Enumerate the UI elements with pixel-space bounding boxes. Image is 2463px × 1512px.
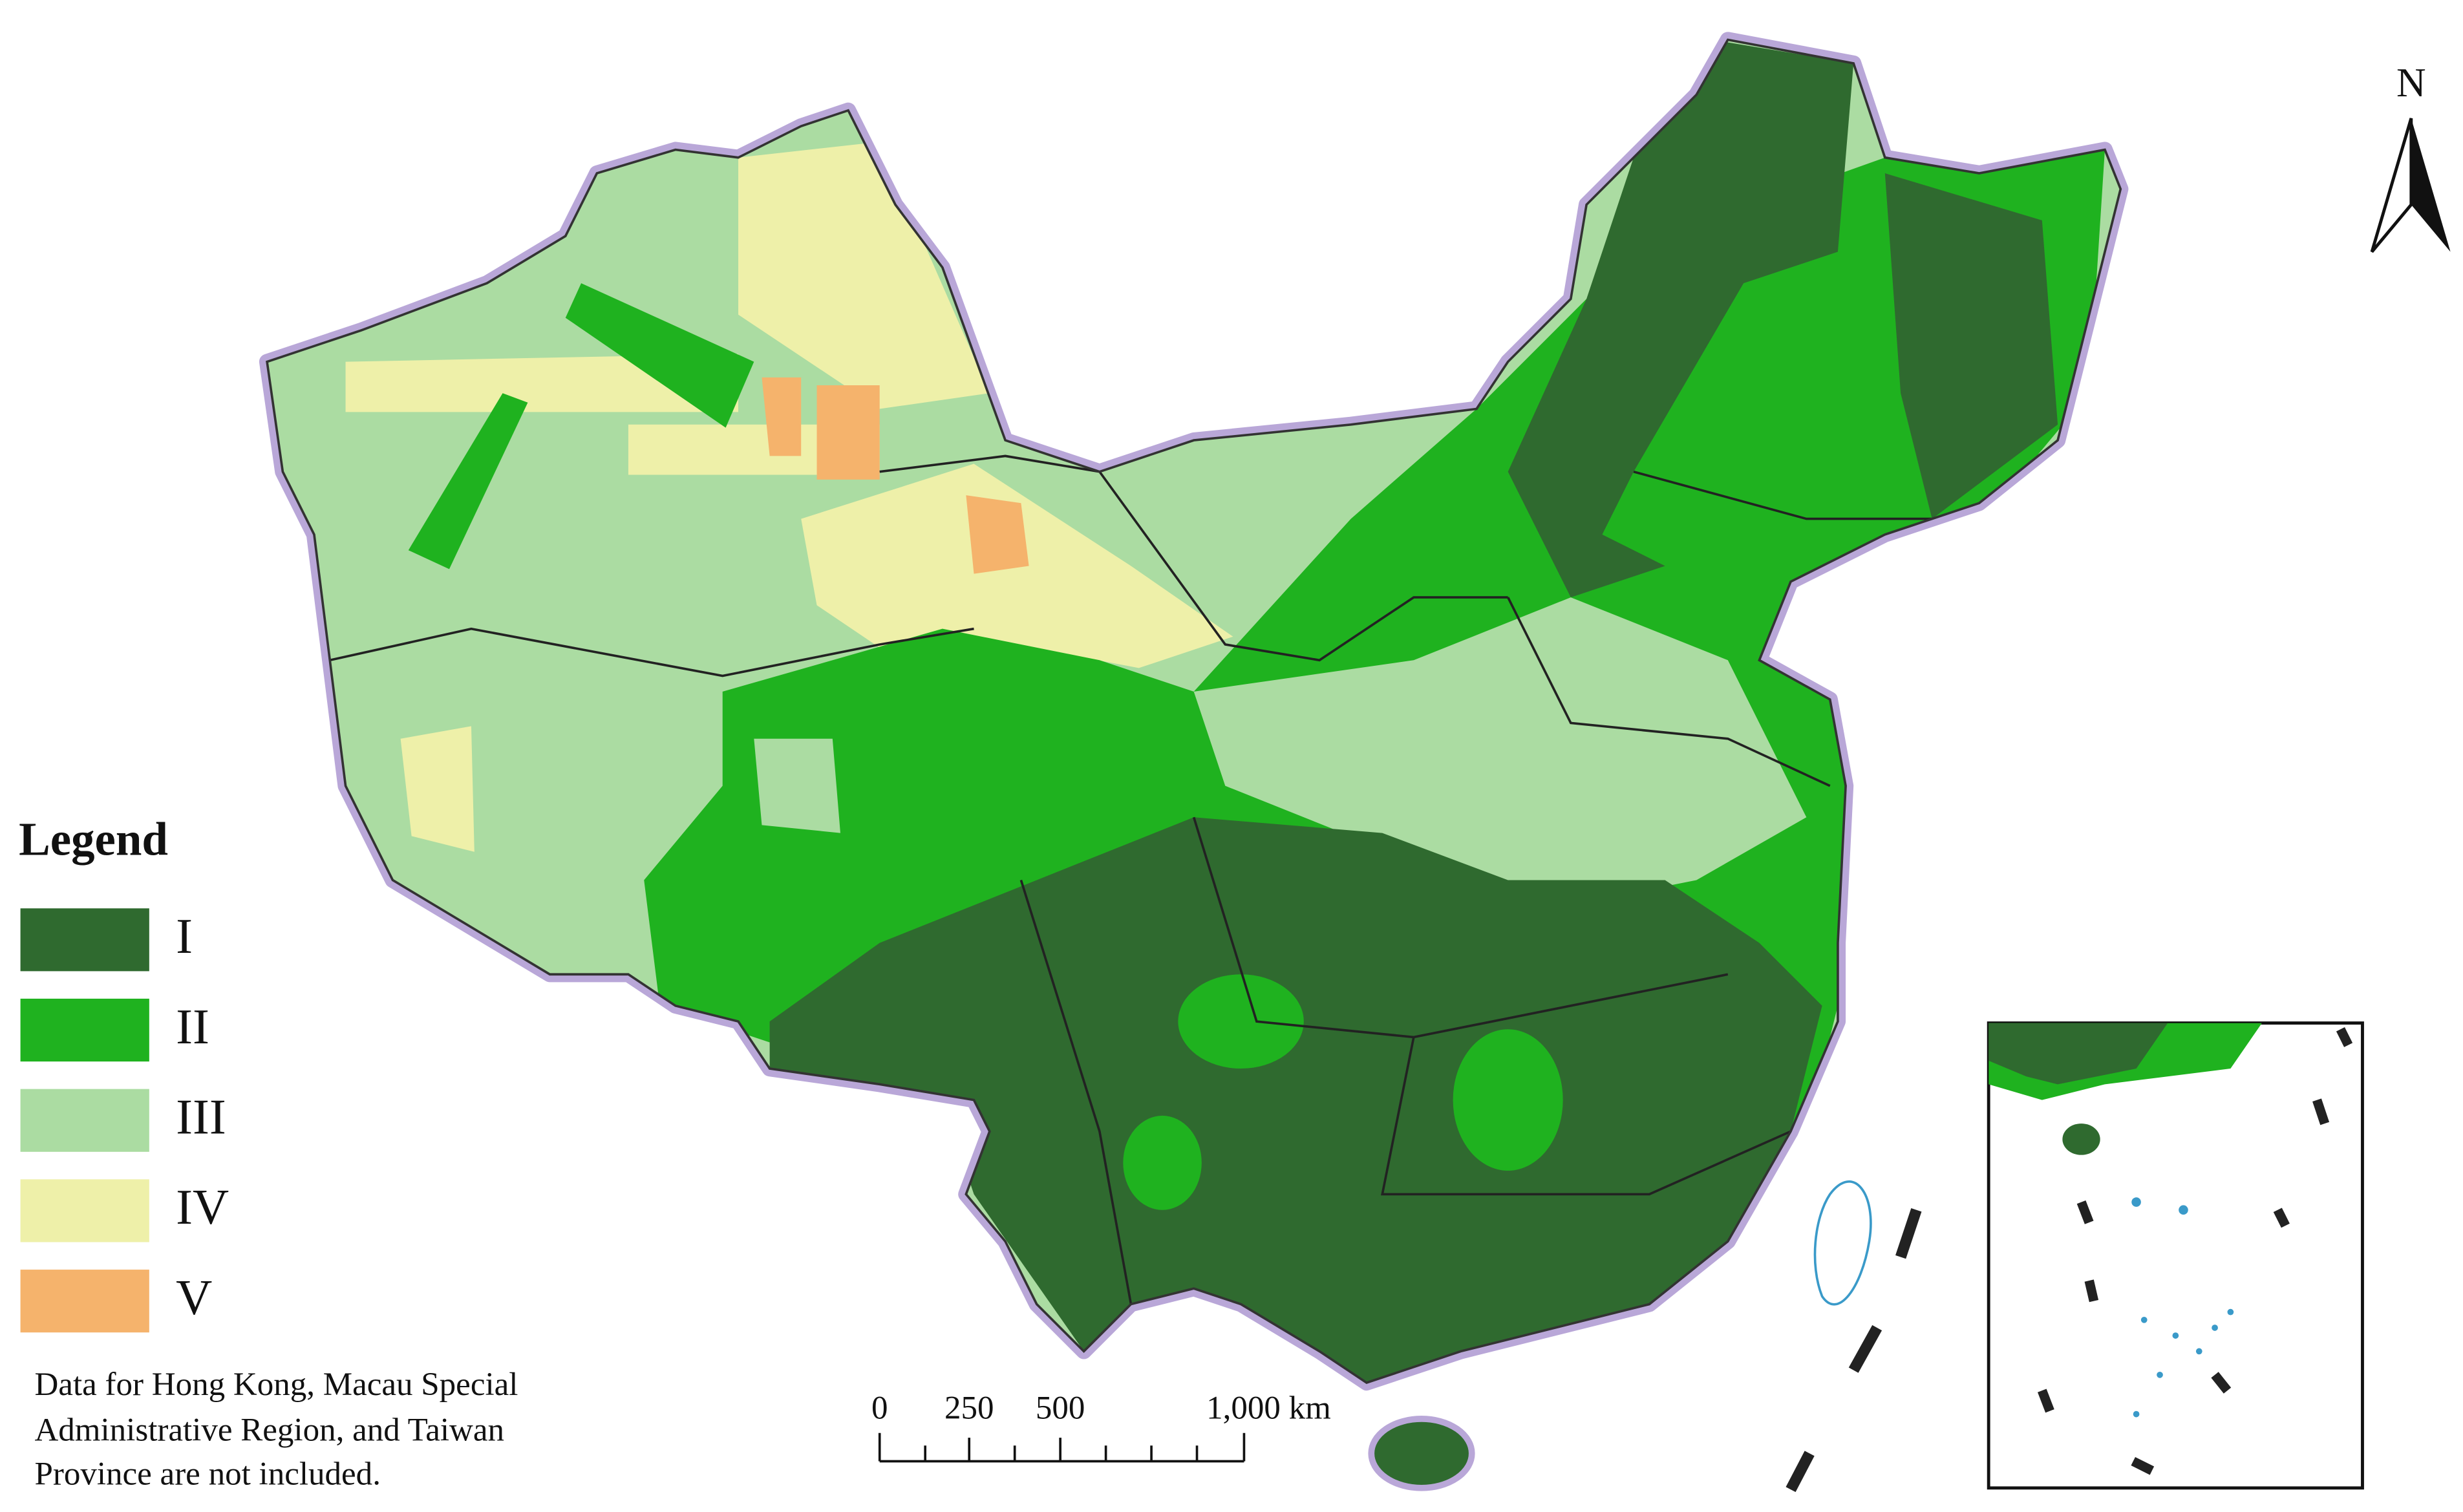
scale-bar: 0 250 500 1,000 km xyxy=(871,1390,1331,1463)
dash xyxy=(1895,1208,1922,1259)
scale-label: 500 xyxy=(1036,1390,1085,1426)
region xyxy=(408,393,528,570)
dash xyxy=(2336,1027,2353,1047)
region xyxy=(754,738,840,833)
legend-label: II xyxy=(176,999,209,1054)
island xyxy=(2140,1316,2148,1323)
region xyxy=(738,142,990,409)
region xyxy=(1884,173,2058,519)
legend-label: I xyxy=(176,908,193,964)
note-line: Data for Hong Kong, Macau Special xyxy=(34,1367,518,1403)
scale-label: 1,000 km xyxy=(1206,1390,1331,1426)
region xyxy=(769,817,1822,1383)
island xyxy=(2227,1308,2234,1315)
island xyxy=(2157,1372,2163,1378)
inset-map xyxy=(1987,1021,2364,1490)
island xyxy=(2212,1325,2218,1331)
dash xyxy=(2037,1389,2054,1413)
dash xyxy=(2312,1098,2330,1125)
arrow-left xyxy=(2370,118,2413,253)
country-outline xyxy=(266,38,2122,1385)
dash xyxy=(2273,1208,2290,1228)
dash xyxy=(2211,1372,2232,1394)
legend-label: III xyxy=(176,1089,226,1144)
scale-label: 0 xyxy=(871,1390,888,1426)
region xyxy=(966,495,1029,574)
taiwan-outline xyxy=(1813,1180,1872,1306)
region xyxy=(2062,1123,2100,1155)
boundary xyxy=(1381,1037,1791,1196)
inset-frame xyxy=(1987,1021,2364,1490)
region xyxy=(1123,1115,1202,1210)
boundary xyxy=(879,454,1508,662)
island xyxy=(2179,1205,2188,1215)
island xyxy=(2172,1332,2179,1339)
region xyxy=(400,726,474,852)
legend-label: V xyxy=(176,1270,212,1325)
island xyxy=(2133,1411,2140,1418)
legend-swatch xyxy=(20,1270,149,1333)
province-boundaries xyxy=(329,454,1932,1304)
legend-label: IV xyxy=(176,1179,229,1235)
region xyxy=(565,283,754,428)
note: Data for Hong Kong, Macau Special Admini… xyxy=(34,1367,518,1493)
region xyxy=(1989,1023,2168,1085)
region xyxy=(1178,974,1304,1069)
scale-label: 250 xyxy=(944,1390,994,1426)
region xyxy=(816,385,880,480)
boundary xyxy=(329,627,974,677)
island xyxy=(2195,1348,2202,1355)
inset-boundary xyxy=(2037,1027,2353,1475)
islands xyxy=(2131,1197,2234,1418)
north-arrow: N xyxy=(2370,60,2451,253)
arrow-right xyxy=(2411,118,2451,252)
region xyxy=(1453,1029,1563,1171)
dash xyxy=(1786,1451,1815,1493)
legend-swatch xyxy=(20,998,149,1062)
region xyxy=(762,377,802,456)
dash xyxy=(2131,1456,2155,1475)
island xyxy=(2131,1197,2141,1207)
legend-swatch xyxy=(20,1089,149,1152)
scale-ticks xyxy=(878,1432,1246,1463)
note-line: Administrative Region, and Taiwan xyxy=(34,1412,504,1448)
dash xyxy=(1848,1325,1882,1373)
legend-swatch xyxy=(20,1179,149,1242)
north-label: N xyxy=(2396,60,2426,105)
boundary xyxy=(1019,879,1133,1304)
legend-title: Legend xyxy=(19,813,168,865)
boundary xyxy=(1507,597,1831,787)
dash xyxy=(2084,1279,2099,1303)
maritime-boundary xyxy=(1786,1208,1922,1493)
hainan xyxy=(1368,1416,1475,1491)
inset-content xyxy=(1989,1023,2353,1475)
boundary xyxy=(1633,470,1932,520)
dash xyxy=(2076,1200,2094,1224)
legend-swatch xyxy=(20,908,149,972)
note-line: Province are not included. xyxy=(34,1456,381,1493)
region xyxy=(1508,39,1854,598)
